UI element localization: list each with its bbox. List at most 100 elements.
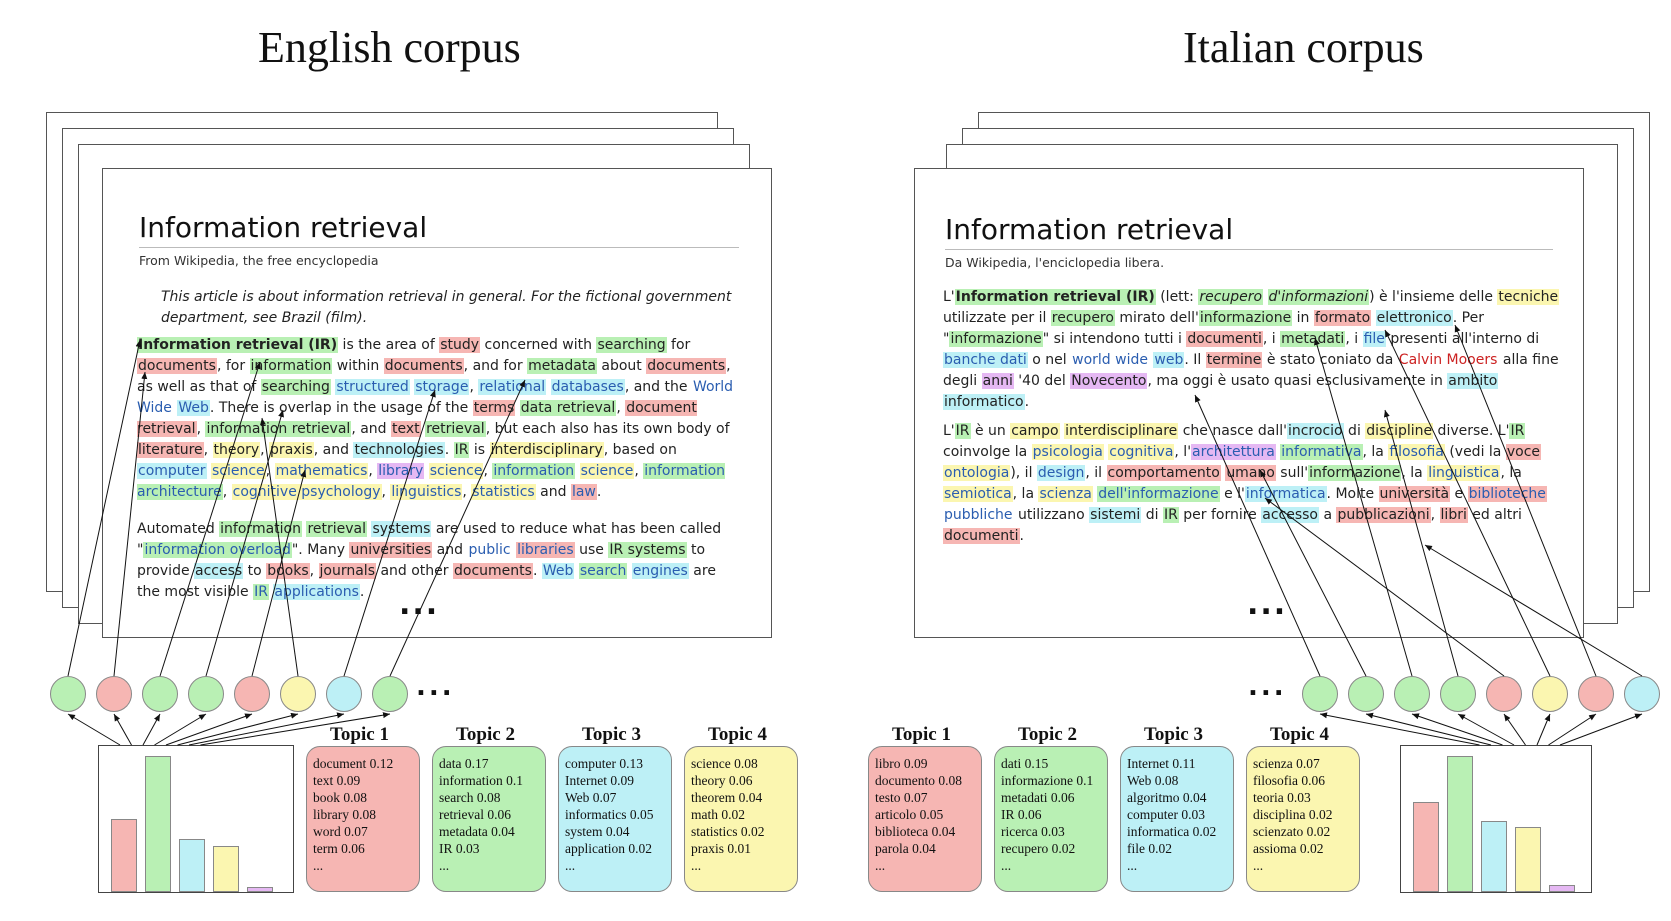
highlighted-word[interactable]: dell'informazione [1097,486,1220,502]
highlighted-word[interactable]: IR [253,584,269,600]
text-run: for [666,337,691,353]
text-run: , [309,563,319,579]
text-run: , il [1085,465,1107,481]
highlighted-word[interactable]: scienza [1038,486,1093,502]
topic-word: ... [313,858,324,873]
text-run: (lett: [1155,289,1199,305]
highlighted-word[interactable]: science [210,463,266,479]
topic-word-row: computer 0.03 [1127,806,1227,823]
topic-word-row: term 0.06 [313,840,413,857]
text-run: a [1319,507,1337,523]
highlighted-word[interactable]: filosofia [1388,444,1445,460]
english-hatnote: This article is about information retrie… [161,289,732,326]
text-run: , based on [603,442,677,458]
topic-word-prob: 0.1 [1076,773,1094,788]
topic-word-row: library 0.08 [313,806,413,823]
text-run: . [532,563,542,579]
highlighted-word: università [1378,486,1451,502]
highlighted-word[interactable]: biblioteche [1467,486,1547,502]
word-topic-node [280,676,316,712]
dependency-arrow [1411,713,1503,746]
highlighted-word[interactable]: relational [478,379,547,395]
highlighted-word[interactable]: cognitive psychology [231,484,382,500]
highlighted-word[interactable]: psicologia [1031,444,1104,460]
italian-doc-title-rule [945,249,1553,250]
topic-word-prob: 0.06 [1301,773,1325,788]
highlighted-word[interactable]: law [570,484,597,500]
highlighted-word[interactable]: library [377,463,425,479]
highlighted-word[interactable]: informatica [1244,486,1327,502]
topic-word-prob: 0.12 [369,756,394,771]
highlighted-word[interactable]: computer [137,463,207,479]
highlighted-word[interactable]: design [1036,465,1086,481]
topic-word-row: informazione 0.1 [1001,772,1101,789]
highlighted-word: IR [1509,423,1526,439]
highlighted-word[interactable]: mathematics [274,463,369,479]
topic-word-row: Web 0.08 [1127,772,1227,789]
highlighted-word[interactable]: information [492,463,576,479]
text-run: , [634,463,644,479]
text-run: e l' [1219,486,1245,502]
highlighted-word[interactable]: informativa [1280,444,1363,460]
topic-word-box: libro 0.09 documento 0.08 testo 0.07 artico… [868,746,982,892]
text-run: the most visible [137,584,254,600]
dependency-arrow [1319,712,1480,746]
highlighted-word[interactable]: Web [541,563,575,579]
english-doc-ellipsis: ... [399,587,440,622]
topic-word-row: ... [439,857,539,874]
topic-word-prob: 0.03 [1287,790,1311,805]
italian-doc-title: Information retrieval [945,213,1234,246]
highlighted-word[interactable]: science [428,463,484,479]
english-nodes-ellipsis: ... [416,672,455,702]
highlighted-word[interactable]: information overload [143,542,292,558]
highlighted-word: tecniche [1497,289,1560,305]
highlighted-word[interactable]: search [578,563,628,579]
dependency-arrow [154,713,207,746]
topic-word-box: Internet 0.11 Web 0.08 algoritmo 0.04 compu… [1120,746,1234,892]
topic-word: application [565,841,625,856]
text-run [1371,310,1375,326]
highlighted-word[interactable]: linguistics [390,484,463,500]
highlighted-word[interactable]: ontologia [943,465,1011,481]
wiki-link[interactable]: world wide [1072,352,1148,368]
text-run: '40 del [1013,373,1071,389]
topic-word-prob: 0.02 [1148,841,1172,856]
highlighted-word[interactable]: engines [631,563,689,579]
wiki-link[interactable]: Calvin Mooers [1398,352,1498,368]
text-run: è un [970,423,1011,439]
highlighted-word[interactable]: structured [335,379,410,395]
highlighted-word[interactable]: web [1153,352,1185,368]
highlighted-word[interactable]: linguistica [1427,465,1501,481]
text-run: mirato dell' [1114,310,1199,326]
wiki-link[interactable]: public [468,542,511,558]
topic-word-row: word 0.07 [313,823,413,840]
text-run: , [1430,507,1440,523]
topic-word-prob: 0.02 [1299,841,1324,856]
highlighted-word[interactable]: applications [273,584,360,600]
highlighted-word[interactable]: storage [414,379,470,395]
highlighted-word[interactable]: databases [550,379,625,395]
highlighted-word[interactable]: banche dati [943,352,1028,368]
highlighted-word[interactable]: Web [177,400,210,416]
highlighted-word[interactable]: libraries [516,542,575,558]
text-run: within [332,358,384,374]
text-run: . Molte [1326,486,1379,502]
text-run: L' [943,289,955,305]
highlighted-word[interactable]: science [579,463,635,479]
word-topic-node [1348,676,1384,712]
english-doc-title-rule [139,247,739,248]
word-topic-node [142,676,178,712]
highlighted-word[interactable]: cognitiva [1108,444,1175,460]
highlighted-word[interactable]: statistics [471,484,536,500]
wiki-link[interactable]: pubbliche [944,507,1013,523]
topic-word: Web [565,790,590,805]
highlighted-word: IR systems [608,542,687,558]
highlighted-word[interactable]: architettura [1191,444,1276,460]
topic-word: informazione [1001,773,1073,788]
topic-word-prob: 0.02 [1308,807,1333,822]
text-run: and other [376,563,453,579]
text-run: utilizzate per il [943,310,1051,326]
highlighted-word[interactable]: semiotica [943,486,1013,502]
highlighted-word: incrocio [1286,423,1344,439]
highlighted-word[interactable]: file [1362,331,1386,347]
